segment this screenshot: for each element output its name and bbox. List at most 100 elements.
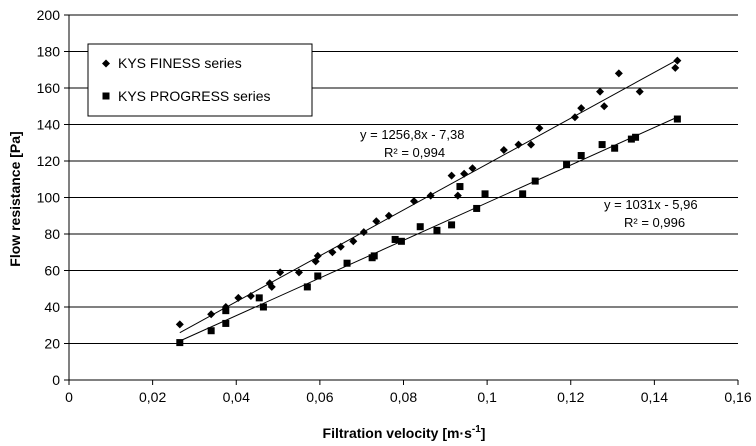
finess-data-point	[447, 171, 456, 180]
x-tick-label: 0,04	[223, 389, 250, 405]
finess-data-point	[409, 197, 418, 206]
y-tick-label: 100	[37, 190, 61, 206]
x-tick-label: 0	[65, 389, 73, 405]
finess-data-point	[499, 146, 508, 155]
finess-data-point	[276, 268, 285, 277]
finess-data-point	[570, 113, 579, 122]
finess-data-point	[635, 87, 644, 96]
finess-data-point	[175, 320, 184, 329]
y-tick-label: 80	[44, 226, 60, 242]
finess-data-point	[328, 248, 337, 257]
legend-label-finess: KYS FINESS series	[118, 55, 242, 71]
progress-equation: y = 1031x - 5,96	[604, 197, 698, 212]
progress-data-point	[531, 177, 539, 185]
finess-data-point	[384, 211, 393, 220]
finess-data-point	[372, 217, 381, 226]
finess-data-point	[207, 310, 216, 319]
y-tick-labels: 0 20 40 60 80 100 120 140 160 180 200	[37, 7, 61, 388]
finess-data-point	[453, 191, 462, 200]
progress-data-point	[519, 190, 527, 198]
finess-data-point	[246, 292, 255, 301]
finess-trendline	[179, 60, 676, 334]
x-axis-label: Filtration velocity [m·s-1]	[323, 424, 486, 441]
x-tick-label: 0,06	[306, 389, 333, 405]
finess-data-point	[426, 191, 435, 200]
progress-data-point	[314, 272, 322, 280]
finess-equation: y = 1256,8x - 7,38	[360, 127, 464, 142]
progress-data-point	[673, 115, 681, 123]
y-tick-label: 180	[37, 44, 61, 60]
progress-data-point	[611, 144, 619, 152]
y-tick-label: 200	[37, 7, 61, 23]
progress-data-point	[222, 307, 230, 315]
x-tick-label: 0,16	[724, 389, 751, 405]
finess-data-point	[673, 56, 682, 65]
progress-data-point	[473, 204, 481, 212]
finess-r2: R² = 0,994	[384, 145, 445, 160]
finess-data-point	[577, 104, 586, 113]
progress-r2: R² = 0,996	[624, 215, 685, 230]
y-tick-label: 20	[44, 336, 60, 352]
y-tick-label: 120	[37, 153, 61, 169]
finess-data-point	[527, 140, 536, 149]
x-axis-label-main: Filtration velocity [m·s	[323, 425, 473, 441]
x-axis-label-end: ]	[481, 425, 486, 441]
finess-data-point	[267, 282, 276, 291]
y-tick-label: 60	[44, 263, 60, 279]
x-tick-label: 0,14	[641, 389, 668, 405]
y-axis-label: Flow resistance [Pa]	[7, 131, 23, 266]
legend-box	[87, 43, 313, 117]
x-tick-labels: 0 0,02 0,04 0,06 0,08 0,1 0,12 0,14 0,16	[65, 389, 752, 405]
progress-data-point	[416, 223, 424, 231]
gridlines	[69, 14, 738, 344]
progress-data-point	[448, 221, 456, 229]
legend-square-icon	[102, 92, 110, 100]
progress-data-point	[627, 135, 635, 143]
finess-data-point	[336, 242, 345, 251]
axes	[64, 14, 739, 385]
y-tick-label: 40	[44, 299, 60, 315]
progress-data-point	[176, 339, 184, 347]
progress-data-point	[598, 141, 606, 149]
progress-data-point	[222, 319, 230, 327]
finess-data-point	[671, 63, 680, 72]
progress-data-point	[259, 303, 267, 311]
y-tick-label: 0	[52, 372, 60, 388]
finess-data-point	[234, 293, 243, 302]
progress-data-point	[370, 252, 378, 260]
x-tick-label: 0,12	[557, 389, 584, 405]
x-tick-label: 0,1	[477, 389, 497, 405]
progress-data-point	[343, 259, 351, 267]
finess-data-point	[460, 169, 469, 178]
progress-data-point	[577, 152, 585, 160]
data-points	[175, 56, 682, 347]
progress-data-point	[255, 294, 263, 302]
finess-data-point	[294, 268, 303, 277]
finess-data-point	[514, 140, 523, 149]
progress-data-point	[433, 226, 441, 234]
finess-data-point	[468, 164, 477, 173]
progress-data-point	[563, 161, 571, 169]
x-tick-label: 0,08	[390, 389, 417, 405]
legend: KYS FINESS series KYS PROGRESS series	[87, 43, 313, 117]
x-axis-label-sup: -1	[472, 424, 481, 435]
x-tick-label: 0,02	[139, 389, 166, 405]
y-tick-label: 140	[37, 117, 61, 133]
progress-data-point	[397, 237, 405, 245]
finess-data-point	[313, 251, 322, 260]
legend-label-progress: KYS PROGRESS series	[118, 88, 271, 104]
legend-diamond-icon	[102, 59, 110, 68]
finess-data-point	[349, 237, 358, 246]
finess-data-point	[359, 228, 368, 237]
finess-data-point	[596, 87, 605, 96]
progress-data-point	[481, 190, 489, 198]
finess-data-point	[600, 102, 609, 111]
progress-data-point	[632, 133, 640, 141]
progress-data-point	[391, 235, 399, 243]
finess-data-point	[535, 124, 544, 133]
progress-data-point	[303, 283, 311, 291]
progress-data-point	[456, 183, 464, 191]
y-tick-label: 160	[37, 80, 61, 96]
progress-data-point	[207, 327, 215, 335]
